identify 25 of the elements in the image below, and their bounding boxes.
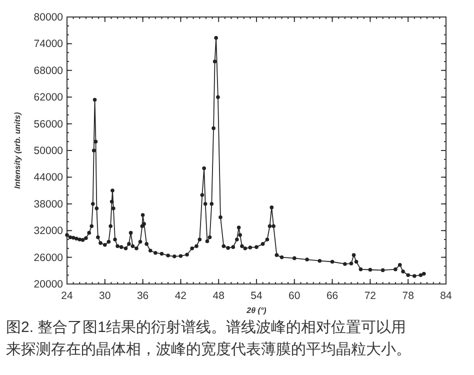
x-tick-label: 24 bbox=[61, 290, 73, 302]
x-tick-label: 60 bbox=[288, 290, 300, 302]
x-tick-label: 36 bbox=[136, 290, 149, 302]
y-tick-label: 74000 bbox=[34, 38, 64, 50]
y-tick-label: 68000 bbox=[34, 64, 64, 77]
y-tick-label: 38000 bbox=[34, 198, 64, 210]
y-tick-label: 50000 bbox=[34, 145, 64, 157]
y-tick-label: 32000 bbox=[34, 225, 64, 238]
y-tick-label: 20000 bbox=[34, 278, 64, 290]
x-axis-title: 2θ (°) bbox=[246, 306, 267, 315]
x-tick-label: 78 bbox=[402, 290, 414, 302]
x-tick-label: 54 bbox=[250, 290, 262, 302]
y-tick-label: 26000 bbox=[34, 252, 64, 264]
y-axis-title: Intensity (arb. units) bbox=[13, 112, 22, 189]
y-tick-label: 62000 bbox=[34, 92, 64, 104]
x-tick-label: 84 bbox=[440, 290, 452, 302]
y-tick-label: 80000 bbox=[34, 12, 64, 24]
x-tick-label: 72 bbox=[364, 290, 376, 302]
x-tick-label: 66 bbox=[326, 290, 338, 302]
y-tick-label: 44000 bbox=[34, 172, 64, 184]
x-tick-label: 42 bbox=[174, 290, 187, 302]
caption: 图2. 整合了图1结果的衍射谱线。谱线波峰的相对位置可以用来探测存在的晶体相，波峰的宽度代表薄膜的平均晶粒大小。 bbox=[6, 319, 411, 358]
x-tick-label: 48 bbox=[212, 290, 225, 302]
x-tick-label: 30 bbox=[99, 290, 111, 302]
y-tick-label: 56000 bbox=[34, 118, 64, 130]
